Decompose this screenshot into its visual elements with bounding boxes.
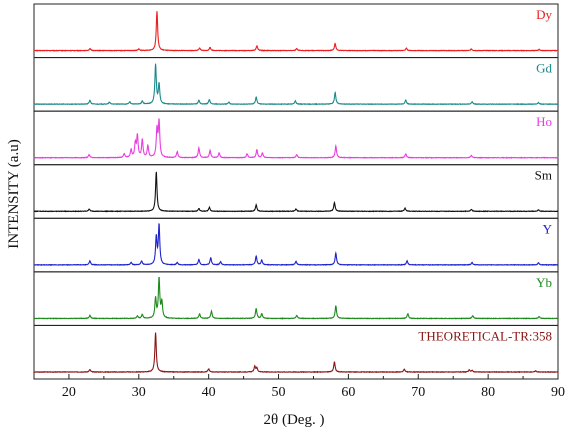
x-axis-label: 2θ (Deg. ): [264, 412, 325, 428]
panel-frame-3: [33, 164, 559, 219]
series-line-Y: [33, 223, 559, 267]
panel-frame-4: [33, 217, 559, 273]
series-label-Yb: Yb: [536, 275, 552, 290]
series-label-Ho: Ho: [536, 114, 552, 129]
xrd-traces: [33, 11, 559, 374]
series-label-Gd: Gd: [536, 61, 552, 76]
series-line-Ho: [33, 118, 559, 159]
series-label-Sm: Sm: [535, 168, 552, 183]
x-tick-label-20: 20: [62, 385, 76, 400]
x-tick-label-30: 30: [132, 385, 146, 400]
x-tick-label-60: 60: [341, 385, 355, 400]
x-tick-label-50: 50: [272, 385, 286, 400]
x-tick-label-70: 70: [411, 385, 425, 400]
panel-frame-6: [33, 324, 559, 380]
x-tick-label-90: 90: [551, 385, 565, 400]
series-label-Y: Y: [543, 221, 553, 236]
x-tick-label-80: 80: [481, 385, 495, 400]
series-labels: Dy Gd Ho Sm Y Yb THEORETICAL-TR:358: [418, 7, 552, 343]
stacked-panels: [33, 3, 559, 380]
x-tick-label-40: 40: [202, 385, 216, 400]
series-label-Dy: Dy: [536, 7, 552, 22]
series-line-THEORETICAL-TR:358: [33, 332, 559, 374]
series-line-Sm: [33, 171, 559, 213]
series-line-Dy: [33, 11, 559, 52]
series-line-Yb: [33, 276, 559, 320]
series-label-THEORETICAL-TR:358: THEORETICAL-TR:358: [418, 328, 552, 343]
x-axis: 20 30 40 50 60 70 80 90: [33, 374, 565, 400]
y-axis-label: INTENSITY (a.u): [6, 139, 22, 248]
series-line-Gd: [33, 63, 559, 106]
